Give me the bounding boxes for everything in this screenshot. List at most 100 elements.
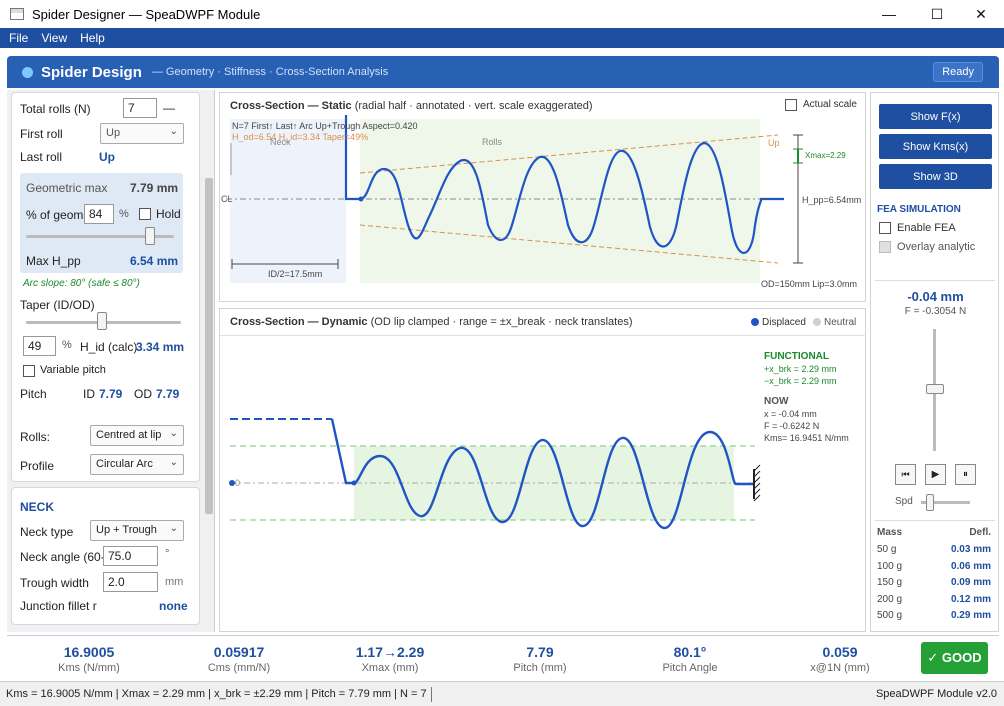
menu-view[interactable]: View	[41, 31, 68, 45]
enable-fea-checkbox[interactable]	[879, 222, 891, 234]
hold-checkbox[interactable]	[139, 208, 151, 220]
defl-header: Defl.	[969, 527, 991, 538]
pause-button[interactable]: ⏸	[955, 464, 976, 485]
chevron-down-icon: ⌄	[169, 457, 178, 468]
status-dot-icon	[22, 66, 33, 78]
hpp-label: H_pp=6.54mm	[802, 195, 861, 205]
neck-type-select[interactable]: Up + Trough ⌄	[90, 520, 184, 541]
static-panel-title: Cross-Section — Static (radial half · an…	[230, 100, 593, 112]
show-fx-button[interactable]: Show F(x)	[879, 104, 992, 129]
show-kms-button[interactable]: Show Kms(x)	[879, 134, 992, 159]
dynamic-cross-section-panel: Cross-Section — Dynamic (OD lip clamped …	[219, 308, 866, 632]
show-3d-button[interactable]: Show 3D	[879, 164, 992, 189]
mass-row-defl: 0.03 mm	[950, 544, 991, 555]
dynamic-title-note: (OD lip clamped · range = ±x_break · nec…	[370, 316, 633, 328]
pct-geom-slider-track[interactable]	[26, 235, 174, 238]
metric-pitch-value: 7.79	[526, 644, 554, 660]
arc-slope-note: Arc slope: 80° (safe ≤ 80°)	[23, 278, 140, 289]
pitch-id-label: ID	[83, 387, 95, 401]
displacement-slider-thumb[interactable]	[926, 383, 944, 394]
metric-xmax: 1.17→2.29 Xmax (mm)	[325, 644, 455, 674]
metric-x1n-value: 0.059	[822, 644, 858, 660]
neck-angle-input[interactable]: 75.0	[103, 546, 158, 566]
right-divider-1	[875, 280, 995, 281]
up-label: Up	[768, 138, 780, 148]
pct-geom-input[interactable]: 84	[84, 204, 114, 224]
taper-label: Taper (ID/OD)	[20, 298, 95, 312]
now-f: F = -0.6242 N	[764, 421, 819, 431]
zero-marker	[229, 480, 235, 486]
trough-width-input[interactable]: 2.0	[103, 572, 158, 592]
ready-badge: Ready	[933, 62, 983, 82]
neck-label: Neck	[270, 137, 291, 147]
variable-pitch-checkbox[interactable]	[23, 365, 35, 377]
clamp-hatch-icon	[753, 464, 761, 502]
left-scrollbar[interactable]	[203, 90, 214, 632]
rolls-select[interactable]: Centred at lip ⌄	[90, 425, 184, 446]
mass-row-defl: 0.12 mm	[950, 593, 991, 605]
total-rolls-dash: —	[163, 101, 175, 115]
overlay-analytic-label: Overlay analytic	[897, 241, 976, 253]
left-panel: Total rolls (N) 7 — First roll Up ⌄ Last…	[7, 90, 215, 632]
first-roll-select[interactable]: Up ⌄	[100, 123, 184, 144]
geometric-max-box: Geometric max 7.79 mm % of geom 84 % Hol…	[20, 173, 183, 273]
speed-slider-thumb[interactable]	[926, 494, 934, 511]
maximize-button[interactable]: ☐	[930, 5, 944, 22]
neck-card: NECK Neck type Up + Trough ⌄ Neck angle …	[11, 487, 200, 625]
metric-kms-value: 16.9005	[63, 644, 115, 660]
static-info-line2: H_od=6.54 H_id=3.34 Taper=49%	[232, 132, 368, 142]
metric-xmax-value: 1.17→2.29	[355, 644, 425, 660]
right-panel: Show F(x) Show Kms(x) Show 3D FEA SIMULA…	[870, 92, 999, 632]
rewind-button[interactable]: ⏮	[895, 464, 916, 485]
menu-file[interactable]: File	[9, 31, 29, 45]
metric-pitch-angle-value: 80.1°	[673, 644, 707, 660]
now-heading: NOW	[764, 396, 789, 407]
taper-input[interactable]: 49	[23, 336, 56, 356]
max-hpp-value: 6.54 mm	[130, 254, 179, 268]
displacement-value: -0.04 mm	[907, 289, 964, 304]
page-title: Spider Design	[41, 63, 142, 81]
legend-displaced-label[interactable]: Displaced	[762, 317, 806, 328]
metric-pitch: 7.79 Pitch (mm)	[475, 644, 605, 674]
profile-select[interactable]: Circular Arc ⌄	[90, 454, 184, 475]
pct-geom-label: % of geom	[26, 208, 84, 222]
pct-geom-slider-thumb[interactable]	[145, 227, 156, 245]
first-roll-value: Up	[106, 127, 121, 139]
mass-row-defl: 0.29 mm	[950, 610, 991, 621]
metric-kms: 16.9005 Kms (N/mm)	[24, 644, 154, 674]
status-version: SpeaDWPF Module v2.0	[875, 688, 997, 700]
neck-junction-point	[358, 196, 364, 202]
taper-slider-thumb[interactable]	[96, 312, 107, 330]
dynamic-panel-divider	[220, 335, 866, 336]
overlay-analytic-checkbox[interactable]	[879, 241, 891, 253]
actual-scale-checkbox[interactable]	[785, 99, 797, 111]
cl-label: CL	[221, 194, 233, 204]
mass-row-mass: 100 g	[877, 560, 903, 572]
legend-neutral-dot	[813, 318, 821, 326]
static-cross-section-plot: N=7 First↑ Last↑ Arc Up+Trough Aspect=0.…	[221, 115, 861, 289]
total-rolls-input[interactable]: 7	[123, 98, 157, 118]
neck-region	[230, 119, 346, 283]
hid-label: H_id (calc)	[80, 340, 138, 354]
page-header: Spider Design — Geometry · Stiffness · C…	[7, 56, 999, 88]
last-roll-value: Up	[99, 150, 115, 164]
menu-help[interactable]: Help	[80, 31, 105, 45]
status-bar: Kms = 16.9005 N/mm | Xmax = 2.29 mm | x_…	[0, 681, 1004, 706]
legend-displaced-dot	[751, 318, 759, 326]
close-button[interactable]: ✕	[975, 5, 987, 22]
chevron-down-icon: ⌄	[169, 126, 178, 137]
hid-value: 3.34 mm	[136, 340, 185, 354]
neck-heading: NECK	[20, 500, 55, 514]
static-title-note: (radial half · annotated · vert. scale e…	[354, 100, 593, 112]
now-x: x = -0.04 mm	[764, 409, 817, 419]
mass-row-mass: 200 g	[877, 593, 903, 605]
now-kms: Kms= 16.9451 N/mm	[764, 433, 849, 443]
taper-unit: %	[62, 339, 72, 351]
left-scrollbar-thumb[interactable]	[205, 178, 213, 514]
speed-slider-track[interactable]	[921, 501, 970, 504]
metric-pitch-angle-label: Pitch Angle	[662, 662, 718, 674]
play-button[interactable]: ▶	[925, 464, 946, 485]
minimize-button[interactable]: —	[882, 6, 896, 22]
dynamic-spider-curve	[330, 418, 754, 530]
legend-neutral-label[interactable]: Neutral	[824, 317, 857, 328]
